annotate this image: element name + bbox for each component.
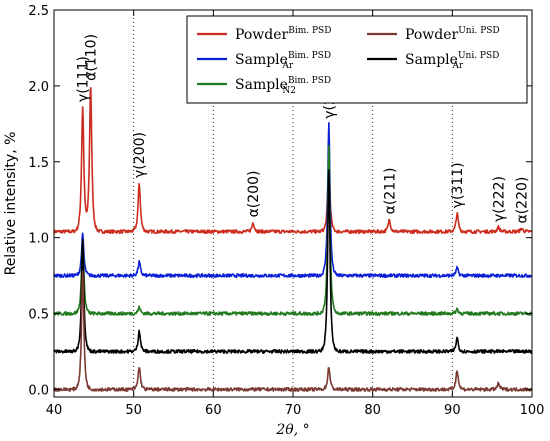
peak-annotation: α(220) xyxy=(515,177,531,224)
axis-ticks: 40 50 60 70 80 90 100 0.0 0.5 1.0 1.5 2.0 2.5 xyxy=(28,4,544,418)
legend-subscript: Ar xyxy=(451,61,463,71)
x-axis-label: 2θ, ° xyxy=(275,422,309,438)
legend-entry: SampleBim. PSD xyxy=(235,76,331,93)
series-line xyxy=(53,144,533,317)
x-tick-label: 40 xyxy=(46,403,63,418)
peak-annotation: α(110) xyxy=(84,34,100,81)
x-tick-label: 80 xyxy=(364,403,381,418)
x-tick-label: 100 xyxy=(520,403,545,418)
series-group xyxy=(53,86,533,392)
x-axis-label-unit: ° xyxy=(303,422,310,438)
x-tick-label: 50 xyxy=(125,403,142,418)
peak-annotation: γ(222) xyxy=(492,176,508,222)
y-tick-label: 2.5 xyxy=(28,4,49,19)
legend-entry: PowderUni. PSD xyxy=(405,26,500,43)
legend-entry: PowderBim. PSD xyxy=(235,26,331,43)
peak-annotation: α(200) xyxy=(246,171,262,218)
x-tick-label: 60 xyxy=(205,403,222,418)
legend-entry: SampleUni. PSD xyxy=(405,51,499,68)
series-line xyxy=(53,122,533,279)
series-line xyxy=(53,169,533,354)
x-tick-label: 70 xyxy=(285,403,302,418)
legend-entry: SampleBim. PSD xyxy=(235,51,331,68)
legend: PowderBim. PSD PowderUni. PSD SampleBim. P… xyxy=(186,15,528,104)
legend-subscript: N2 xyxy=(282,86,296,96)
peak-annotation: α(211) xyxy=(382,168,398,215)
legend-frame xyxy=(186,15,528,104)
x-tick-label: 90 xyxy=(444,403,461,418)
peak-annotation: γ(200) xyxy=(132,132,148,178)
y-tick-label: 2.0 xyxy=(28,80,49,95)
legend-subscript: Ar xyxy=(281,61,293,71)
series-line xyxy=(53,86,533,235)
y-tick-label: 0.0 xyxy=(28,383,49,398)
y-tick-label: 1.0 xyxy=(28,232,49,247)
peak-annotation: γ(311) xyxy=(450,162,466,208)
x-axis-label-main: 2θ, xyxy=(275,422,302,438)
series-line xyxy=(53,270,533,392)
y-tick-label: 1.5 xyxy=(28,156,49,171)
peak-annotation: γ(111) xyxy=(76,56,92,102)
y-tick-label: 0.5 xyxy=(28,308,49,323)
y-axis-label: Relative intensity, % xyxy=(3,132,19,276)
